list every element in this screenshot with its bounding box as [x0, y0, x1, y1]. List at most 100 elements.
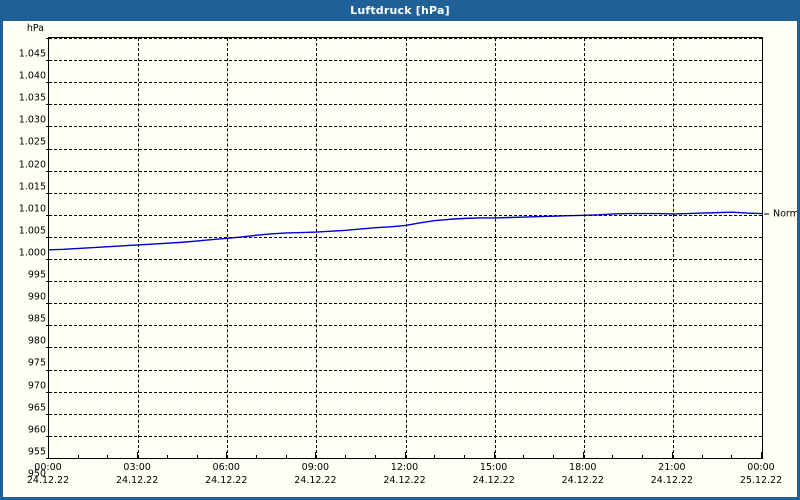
x-axis-tick-label: 03:00 24.12.22: [102, 461, 172, 487]
x-axis-tick-minor: [553, 455, 555, 459]
x-axis-tick-label: 09:00 24.12.22: [280, 461, 350, 487]
x-axis-tick-label: 00:00 24.12.22: [13, 461, 83, 487]
x-axis-tick-date: 24.12.22: [26, 475, 70, 486]
x-axis-tick-minor: [612, 455, 614, 459]
y-axis-tick-mark: [46, 281, 50, 283]
x-axis-tick-minor: [285, 455, 287, 459]
y-axis-tick-label: 1.045: [18, 48, 46, 60]
y-axis-tick-mark: [46, 104, 50, 106]
y-axis-tick-label: 950: [27, 468, 46, 480]
x-axis-tick-date: 24.12.22: [472, 475, 515, 486]
grid-line-vertical: [405, 38, 407, 458]
y-axis-tick-label: 1.040: [18, 70, 46, 82]
window-title-bar: Luftdruck [hPa]: [3, 0, 797, 21]
x-axis-tick-label: 18:00 24.12.22: [548, 461, 618, 487]
legend-normal-tick-mark: [764, 213, 769, 215]
x-axis-tick-major: [137, 452, 139, 459]
x-axis-tick-major: [671, 452, 673, 459]
x-axis-tick-time: 12:00: [390, 462, 419, 473]
x-axis-tick-label: 06:00 24.12.22: [191, 461, 261, 487]
x-axis-tick-minor: [642, 455, 644, 459]
x-axis-tick-date: 24.12.22: [115, 475, 159, 486]
x-axis-tick-minor: [255, 455, 257, 459]
x-axis-tick-major: [48, 452, 49, 459]
y-axis-tick-label: 1.030: [18, 114, 46, 126]
x-axis-labels: 00:00 24.12.22 03:00 24.12.22 06:00 24.12.22 0…: [27, 461, 782, 495]
x-axis-tick-minor: [166, 455, 168, 459]
x-axis-tick-minor: [523, 455, 525, 459]
y-axis-tick-label: 980: [27, 335, 46, 347]
x-axis-tick-date: 24.12.22: [561, 475, 604, 486]
y-axis-tick-mark: [46, 170, 50, 172]
x-axis-tick-minor: [196, 455, 198, 459]
x-axis-tick-time: 03:00: [123, 462, 151, 473]
chart-canvas: hPa 1.045 1.040 1.035 1.030 1.025 1.020 1.015 1…: [3, 21, 797, 497]
x-axis-tick-time: 15:00: [479, 462, 508, 473]
y-axis-tick-mark: [46, 236, 50, 238]
x-axis-tick-date: 24.12.22: [650, 475, 694, 486]
y-axis-tick-mark: [46, 413, 50, 415]
x-axis-tick-minor: [374, 455, 376, 459]
x-axis-ticks: [48, 452, 763, 459]
x-axis-tick-time: 18:00: [569, 462, 597, 473]
x-axis-tick-major: [493, 452, 495, 459]
y-axis-tick-mark: [46, 192, 50, 194]
y-axis-tick-label: 965: [27, 402, 46, 414]
x-axis-tick-time: 21:00: [658, 462, 686, 473]
y-axis-tick-mark: [46, 126, 50, 128]
y-axis-tick-label: 975: [27, 357, 46, 369]
x-axis-tick-time: 00:00: [34, 462, 62, 473]
x-axis-tick-major: [761, 452, 762, 459]
y-axis-tick-mark: [46, 60, 50, 62]
y-axis-tick-label: 1.005: [18, 225, 46, 237]
y-axis-tick-mark: [46, 325, 50, 327]
y-axis-tick-label: 970: [27, 380, 46, 392]
y-axis-tick-label: 1.025: [18, 136, 46, 148]
y-axis-tick-mark: [46, 148, 50, 150]
y-axis-unit-label: hPa: [26, 23, 44, 34]
x-axis-tick-date: 25.12.22: [739, 475, 783, 486]
x-axis-tick-minor: [463, 455, 465, 459]
y-axis-tick-label: 960: [27, 424, 46, 436]
x-axis-tick-minor: [731, 455, 733, 459]
x-axis-tick-time: 09:00: [301, 462, 330, 473]
grid-line-vertical: [494, 38, 496, 458]
y-axis-tick-mark: [46, 347, 50, 349]
y-axis-tick-label: 990: [27, 291, 46, 303]
y-axis-tick-mark: [46, 82, 50, 84]
plot-area: [48, 37, 763, 459]
x-axis-tick-date: 24.12.22: [205, 475, 248, 486]
y-axis-tick-mark: [46, 214, 50, 216]
y-axis-tick-mark: [46, 458, 50, 459]
y-axis-tick-label: 955: [27, 446, 46, 458]
x-axis-tick-minor: [434, 455, 436, 459]
y-axis-tick-label: 995: [27, 269, 46, 281]
x-axis-tick-label: 12:00 24.12.22: [370, 461, 440, 487]
y-axis-tick-mark: [46, 435, 50, 437]
legend-normal-label: Normal: [773, 208, 799, 220]
y-axis-tick-label: 1.015: [18, 181, 46, 193]
y-axis-tick-label: 1.000: [18, 247, 46, 259]
x-axis-tick-major: [315, 452, 317, 459]
page-title: Luftdruck [hPa]: [350, 4, 450, 17]
x-axis-tick-time: 06:00: [212, 462, 240, 473]
y-axis-tick-mark: [46, 391, 50, 393]
x-axis-tick-date: 24.12.22: [294, 475, 337, 486]
x-axis-tick-label: 15:00 24.12.22: [459, 461, 529, 487]
x-axis-tick-major: [404, 452, 406, 459]
x-axis-tick-minor: [77, 455, 79, 459]
grid-line-vertical: [138, 38, 140, 458]
y-axis-labels: 1.045 1.040 1.035 1.030 1.025 1.020 1.015 1.010…: [3, 37, 46, 480]
x-axis-tick-major: [226, 452, 228, 459]
x-axis-tick-minor: [107, 455, 109, 459]
x-axis-tick-major: [582, 452, 584, 459]
y-axis-tick-label: 1.010: [18, 203, 46, 215]
x-axis-tick-minor: [701, 455, 703, 459]
x-axis-tick-label: 21:00 24.12.22: [637, 461, 707, 487]
grid-line-vertical: [672, 38, 674, 458]
y-axis-tick-mark: [46, 38, 50, 39]
y-axis-tick-mark: [46, 369, 50, 371]
x-axis-tick-label: 00:00 25.12.22: [726, 461, 796, 487]
x-axis-tick-minor: [345, 455, 347, 459]
